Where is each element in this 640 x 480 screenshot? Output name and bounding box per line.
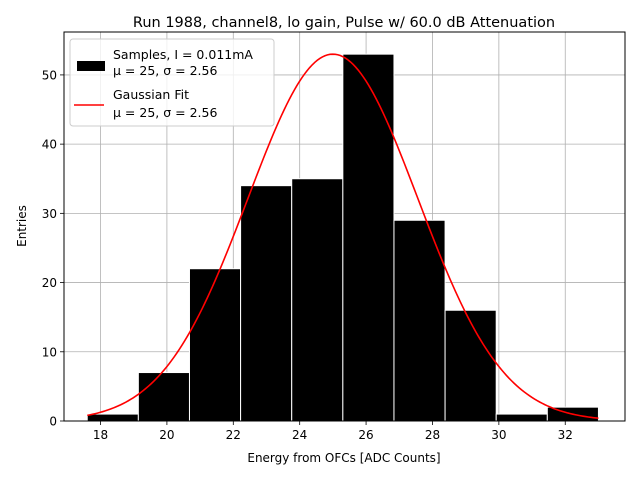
x-tick-label: 32 [558,428,573,442]
x-tick-label: 28 [425,428,440,442]
legend-fit-stats: μ = 25, σ = 2.56 [113,105,217,120]
legend-box [69,38,275,127]
y-tick-label: 30 [42,207,57,221]
histogram-bar [342,53,395,422]
histogram-bar [188,268,242,422]
histogram-bar [86,413,139,422]
y-tick-label: 50 [42,68,57,82]
y-axis-label: Entries [15,205,29,247]
x-axis-label: Energy from OFCs [ADC Counts] [247,451,440,465]
histogram-bar [291,178,344,422]
histogram-bar [495,413,548,422]
gaussian-fit-line [87,53,599,420]
x-tick-label: 30 [491,428,506,442]
histogram-bars [86,53,599,422]
x-tick-label: 22 [226,428,241,442]
histogram-bar [240,185,293,422]
plot-frame [63,31,626,422]
legend: Samples, I = 0.011mA μ = 25, σ = 2.56 Ga… [69,38,275,127]
x-axis-ticks: 18 20 22 24 26 28 30 32 [93,421,573,442]
legend-samples-stats: μ = 25, σ = 2.56 [113,63,217,78]
legend-samples-patch [77,61,105,71]
legend-fit-label: Gaussian Fit [113,87,189,102]
histogram-bar [137,372,190,422]
y-tick-label: 10 [42,345,57,359]
x-tick-label: 26 [358,428,373,442]
legend-samples-label: Samples, I = 0.011mA [113,47,253,62]
x-tick-label: 18 [93,428,108,442]
y-tick-label: 0 [49,415,57,429]
x-tick-label: 20 [159,428,174,442]
y-tick-label: 20 [42,276,57,290]
y-axis-ticks: 0 10 20 30 40 50 [42,68,64,429]
x-tick-label: 24 [292,428,307,442]
y-tick-label: 40 [42,138,57,152]
histogram-bar [444,309,497,422]
chart-title: Run 1988, channel8, lo gain, Pulse w/ 60… [133,15,555,31]
